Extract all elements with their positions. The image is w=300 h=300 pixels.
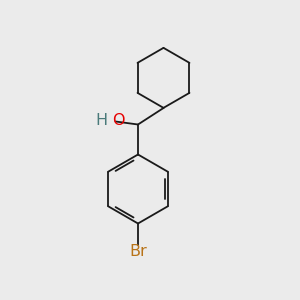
Text: O: O <box>112 113 124 128</box>
Text: Br: Br <box>129 244 147 259</box>
Text: H: H <box>95 113 107 128</box>
